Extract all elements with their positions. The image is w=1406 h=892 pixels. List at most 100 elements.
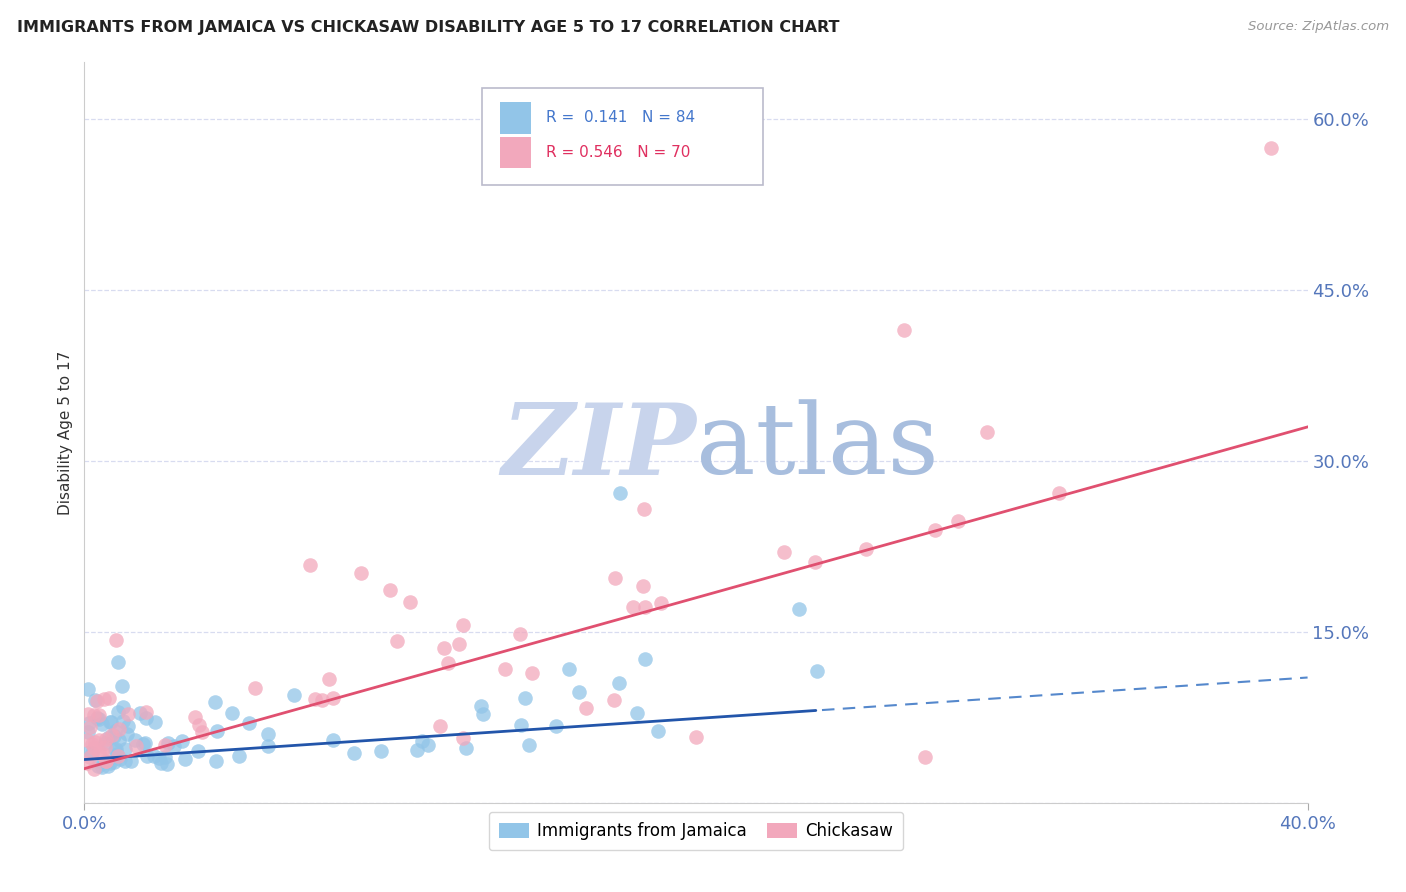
- Point: [76, 746, 98, 760]
- Point: [107, 747, 129, 762]
- Point: [82, 737, 104, 751]
- Point: [153, 738, 176, 752]
- Point: [607, 676, 630, 690]
- Point: [454, 741, 477, 756]
- Point: [132, 737, 155, 751]
- Point: [188, 718, 211, 732]
- Text: ZIP: ZIP: [501, 400, 696, 496]
- Point: [449, 637, 471, 651]
- Point: [135, 711, 157, 725]
- Point: [117, 718, 139, 732]
- Point: [406, 743, 429, 757]
- Point: [380, 583, 402, 598]
- Point: [103, 729, 125, 743]
- Point: [647, 723, 669, 738]
- Point: [773, 545, 796, 559]
- Point: [91, 756, 114, 771]
- Point: [156, 736, 179, 750]
- Point: [110, 679, 132, 693]
- Point: [634, 599, 657, 614]
- Point: [322, 690, 344, 705]
- Point: [124, 739, 146, 753]
- Point: [806, 665, 828, 679]
- Point: [398, 594, 420, 608]
- Point: [163, 739, 186, 753]
- Point: [257, 726, 280, 740]
- Point: [436, 656, 458, 670]
- Point: [914, 750, 936, 764]
- Point: [187, 744, 209, 758]
- Point: [508, 627, 530, 641]
- Point: [228, 748, 250, 763]
- Point: [568, 685, 591, 699]
- Point: [91, 717, 114, 731]
- Point: [104, 723, 127, 738]
- Point: [90, 759, 112, 773]
- Point: [184, 710, 207, 724]
- Point: [107, 749, 129, 764]
- Point: [136, 749, 159, 764]
- Point: [101, 728, 124, 742]
- Point: [114, 754, 136, 768]
- FancyBboxPatch shape: [482, 88, 763, 185]
- Point: [98, 756, 121, 771]
- Point: [221, 706, 243, 721]
- Point: [311, 692, 333, 706]
- Point: [83, 741, 105, 756]
- Point: [100, 714, 122, 729]
- Point: [94, 732, 117, 747]
- Point: [94, 736, 117, 750]
- Point: [626, 706, 648, 720]
- Point: [128, 706, 150, 720]
- Point: [515, 691, 537, 706]
- Point: [153, 750, 176, 764]
- Point: [111, 700, 134, 714]
- Point: [97, 759, 120, 773]
- Point: [517, 738, 540, 752]
- Legend: Immigrants from Jamaica, Chickasaw: Immigrants from Jamaica, Chickasaw: [489, 812, 903, 850]
- Point: [205, 755, 228, 769]
- Point: [135, 705, 157, 719]
- Point: [156, 757, 179, 772]
- Point: [77, 725, 100, 739]
- Point: [685, 730, 707, 744]
- Point: [89, 732, 111, 747]
- Point: [107, 705, 129, 719]
- Text: Source: ZipAtlas.com: Source: ZipAtlas.com: [1249, 20, 1389, 33]
- Point: [257, 739, 280, 754]
- Point: [76, 732, 98, 747]
- Point: [98, 714, 121, 729]
- Point: [124, 732, 146, 747]
- Point: [204, 695, 226, 709]
- Point: [976, 425, 998, 439]
- Point: [304, 692, 326, 706]
- Point: [108, 733, 131, 747]
- Text: R = 0.546   N = 70: R = 0.546 N = 70: [546, 145, 690, 161]
- Point: [633, 502, 655, 516]
- Point: [603, 693, 626, 707]
- Text: atlas: atlas: [696, 400, 939, 495]
- Point: [318, 672, 340, 686]
- Point: [114, 741, 136, 756]
- Point: [76, 707, 98, 722]
- Point: [98, 730, 121, 744]
- Point: [370, 744, 392, 758]
- Point: [96, 754, 118, 768]
- Point: [86, 759, 108, 773]
- Point: [343, 747, 366, 761]
- Point: [350, 566, 373, 580]
- Point: [84, 692, 107, 706]
- Point: [148, 751, 170, 765]
- Point: [924, 523, 946, 537]
- Point: [494, 662, 516, 676]
- Point: [451, 731, 474, 746]
- Point: [108, 723, 131, 737]
- Point: [117, 706, 139, 721]
- Point: [1047, 486, 1070, 500]
- Point: [205, 724, 228, 739]
- Point: [172, 733, 194, 747]
- Point: [621, 599, 644, 614]
- Point: [149, 756, 172, 770]
- Point: [173, 752, 195, 766]
- Text: IMMIGRANTS FROM JAMAICA VS CHICKASAW DISABILITY AGE 5 TO 17 CORRELATION CHART: IMMIGRANTS FROM JAMAICA VS CHICKASAW DIS…: [17, 20, 839, 35]
